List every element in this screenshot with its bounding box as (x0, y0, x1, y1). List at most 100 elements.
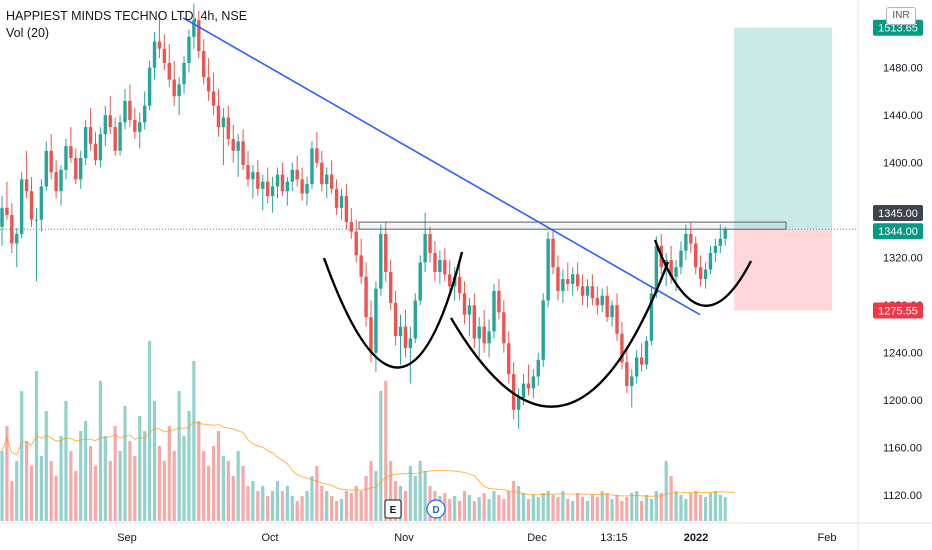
price-tag-label: 1344.00 (878, 226, 918, 238)
volume-bar (123, 406, 127, 521)
candle (689, 233, 693, 244)
candle (128, 100, 132, 120)
time-tick-label: Sep (117, 532, 137, 544)
handle-curve (653, 239, 753, 307)
candle (315, 148, 319, 163)
price-tag-label: 1345.00 (878, 208, 918, 220)
candle (39, 186, 44, 220)
candle (24, 179, 29, 192)
volume-bar (364, 476, 368, 521)
volume-bar (507, 491, 511, 521)
candle (418, 262, 422, 301)
candle (157, 41, 162, 49)
candle (605, 295, 609, 318)
currency-badge[interactable]: INR (886, 7, 916, 25)
candle (34, 219, 39, 221)
candle (408, 338, 413, 348)
price-tick-label: 1200.00 (883, 395, 923, 407)
candle (108, 115, 112, 128)
volume-bar (202, 451, 206, 521)
candle (393, 302, 398, 337)
volume-bar (197, 421, 201, 521)
volume-bar (138, 416, 142, 521)
candle (398, 326, 403, 337)
chart-legend: HAPPIEST MINDS TECHNO LTD, 4h, NSE Vol (… (6, 8, 247, 42)
volume-bar (713, 491, 717, 521)
volume-bar (408, 466, 412, 521)
candle (521, 383, 526, 398)
time-tick-label: 2022 (684, 532, 708, 544)
volume-bar (467, 495, 471, 521)
volume-bar (162, 461, 166, 521)
candle (639, 357, 644, 365)
time-tick-label: Dec (527, 532, 547, 544)
candle (118, 122, 122, 151)
price-tick-label: 1440.00 (883, 110, 923, 122)
candle (275, 174, 280, 187)
candle (526, 383, 531, 389)
volume-bar (221, 456, 225, 521)
volume-bar (546, 491, 550, 521)
event-marker-earnings[interactable]: E (384, 499, 402, 519)
volume-bar (74, 471, 78, 521)
volume-bar (669, 476, 673, 521)
candle (462, 293, 467, 315)
candle (379, 233, 383, 289)
candle (580, 286, 585, 296)
volume-bar (251, 481, 255, 521)
volume-bar (640, 501, 644, 521)
volume-bar (54, 476, 58, 521)
volume-bar (457, 501, 462, 521)
volume-bar (571, 501, 575, 521)
volume-bar (103, 436, 107, 521)
candle (541, 300, 545, 360)
candle (575, 274, 580, 287)
candle (325, 174, 329, 185)
time-tick-label: 13:15 (600, 532, 628, 544)
volume-bar (472, 501, 476, 521)
volume-bar (34, 371, 39, 521)
candle (344, 195, 349, 223)
candle (29, 191, 34, 220)
volume-bar (630, 493, 634, 521)
volume-bar (275, 481, 280, 521)
candle (595, 298, 600, 306)
stop-zone (734, 229, 832, 311)
candle (197, 20, 201, 52)
event-marker-dividend[interactable]: D (426, 499, 446, 519)
candle (630, 376, 634, 386)
volume-bar (334, 501, 339, 521)
volume-bar (64, 401, 68, 521)
dividend-icon (426, 499, 446, 519)
volume-bar (595, 497, 599, 521)
volume-bar (143, 431, 147, 521)
candle (251, 172, 255, 180)
volume-bar (561, 491, 565, 521)
time-axis: Sep Oct Nov Dec 13:15 2022 Feb (0, 522, 932, 544)
candle (516, 397, 521, 410)
price-tag-stop: 1275.55 (873, 302, 923, 319)
candle (49, 150, 53, 173)
volume-bar (325, 491, 329, 521)
candle (246, 165, 250, 180)
volume-bar (723, 497, 727, 521)
volume-bar (315, 466, 319, 521)
volume-bar (5, 426, 9, 521)
candle (236, 141, 240, 151)
candle (162, 48, 167, 63)
volume-bar (339, 499, 344, 521)
volume-bar (384, 381, 388, 521)
volume-bar (453, 496, 457, 521)
candle (718, 238, 723, 246)
volume-bar (290, 496, 294, 521)
volume-bar (689, 493, 693, 521)
candle (669, 260, 673, 277)
volume-bar (226, 461, 230, 521)
volume-bar (374, 471, 378, 521)
candle (684, 233, 688, 251)
price-axis: 1120.001160.001200.001240.001280.001320.… (857, 0, 923, 550)
candle (561, 279, 565, 291)
candle (571, 274, 575, 284)
legend-indicator[interactable]: Vol (20) (6, 26, 50, 40)
